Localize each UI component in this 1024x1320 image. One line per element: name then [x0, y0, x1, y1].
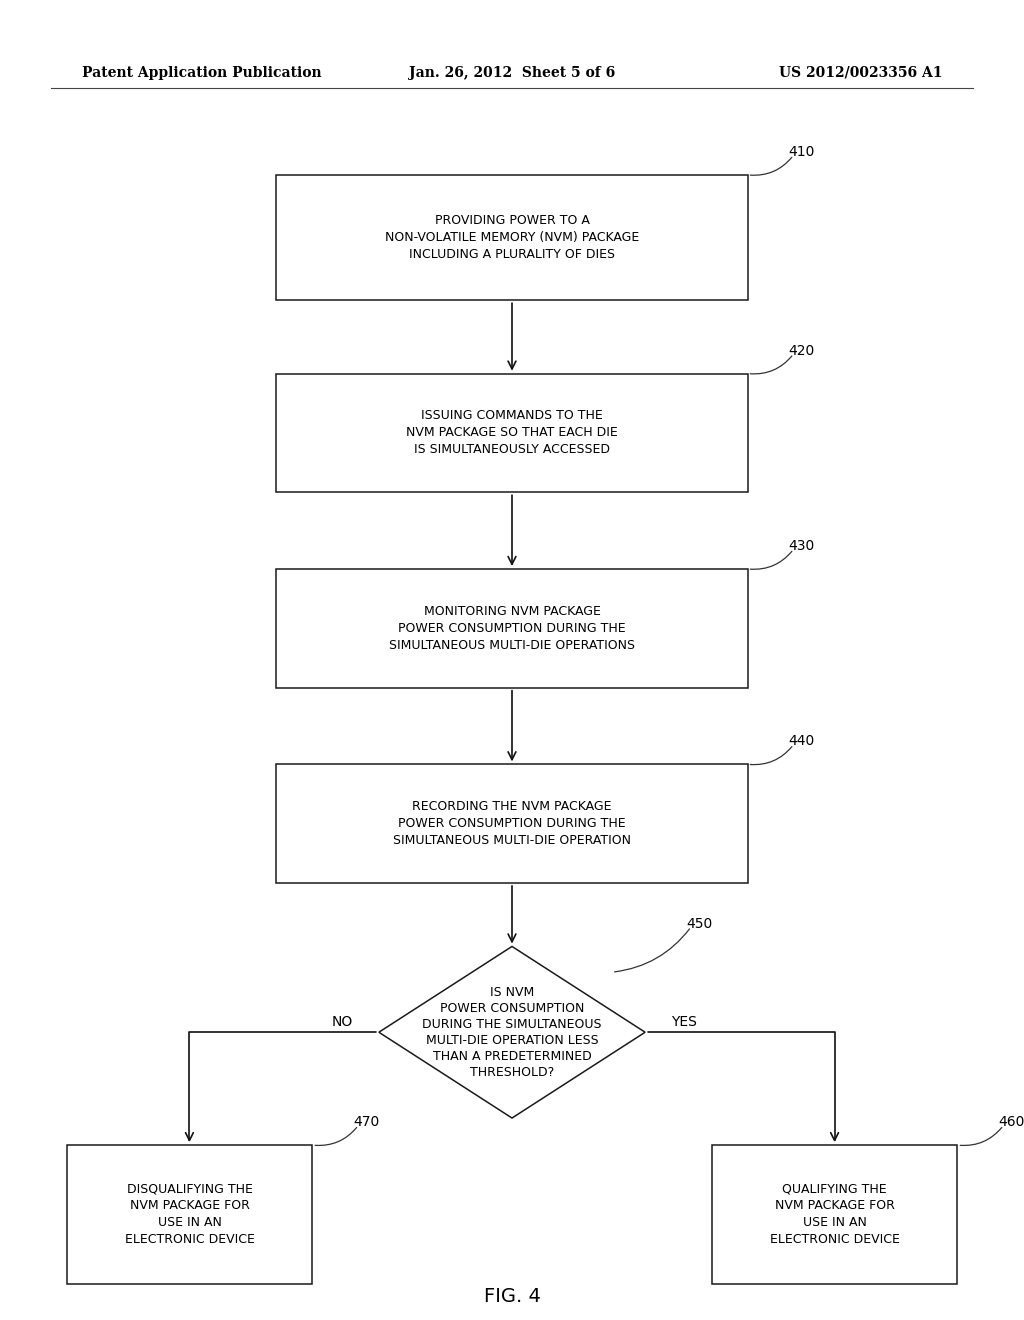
FancyBboxPatch shape	[276, 764, 748, 883]
Text: FIG. 4: FIG. 4	[483, 1287, 541, 1305]
Text: MONITORING NVM PACKAGE
POWER CONSUMPTION DURING THE
SIMULTANEOUS MULTI-DIE OPERA: MONITORING NVM PACKAGE POWER CONSUMPTION…	[389, 605, 635, 652]
Text: 460: 460	[998, 1115, 1024, 1129]
Text: ISSUING COMMANDS TO THE
NVM PACKAGE SO THAT EACH DIE
IS SIMULTANEOUSLY ACCESSED: ISSUING COMMANDS TO THE NVM PACKAGE SO T…	[407, 409, 617, 457]
Text: NO: NO	[332, 1015, 353, 1028]
Text: 410: 410	[788, 145, 815, 160]
FancyBboxPatch shape	[67, 1144, 312, 1283]
Text: YES: YES	[671, 1015, 696, 1028]
Text: Jan. 26, 2012  Sheet 5 of 6: Jan. 26, 2012 Sheet 5 of 6	[409, 66, 615, 79]
Text: US 2012/0023356 A1: US 2012/0023356 A1	[778, 66, 942, 79]
Text: 470: 470	[353, 1115, 380, 1129]
Text: 440: 440	[788, 734, 815, 748]
Text: 420: 420	[788, 343, 815, 358]
Text: IS NVM
POWER CONSUMPTION
DURING THE SIMULTANEOUS
MULTI-DIE OPERATION LESS
THAN A: IS NVM POWER CONSUMPTION DURING THE SIMU…	[422, 986, 602, 1078]
FancyBboxPatch shape	[276, 374, 748, 492]
Text: DISQUALIFYING THE
NVM PACKAGE FOR
USE IN AN
ELECTRONIC DEVICE: DISQUALIFYING THE NVM PACKAGE FOR USE IN…	[125, 1183, 254, 1246]
FancyBboxPatch shape	[276, 569, 748, 688]
FancyBboxPatch shape	[712, 1144, 957, 1283]
Text: QUALIFYING THE
NVM PACKAGE FOR
USE IN AN
ELECTRONIC DEVICE: QUALIFYING THE NVM PACKAGE FOR USE IN AN…	[770, 1183, 899, 1246]
Text: RECORDING THE NVM PACKAGE
POWER CONSUMPTION DURING THE
SIMULTANEOUS MULTI-DIE OP: RECORDING THE NVM PACKAGE POWER CONSUMPT…	[393, 800, 631, 847]
FancyBboxPatch shape	[276, 176, 748, 301]
Text: 430: 430	[788, 539, 815, 553]
Text: 450: 450	[686, 916, 713, 931]
Polygon shape	[379, 946, 645, 1118]
Text: PROVIDING POWER TO A
NON-VOLATILE MEMORY (NVM) PACKAGE
INCLUDING A PLURALITY OF : PROVIDING POWER TO A NON-VOLATILE MEMORY…	[385, 214, 639, 261]
Text: Patent Application Publication: Patent Application Publication	[82, 66, 322, 79]
